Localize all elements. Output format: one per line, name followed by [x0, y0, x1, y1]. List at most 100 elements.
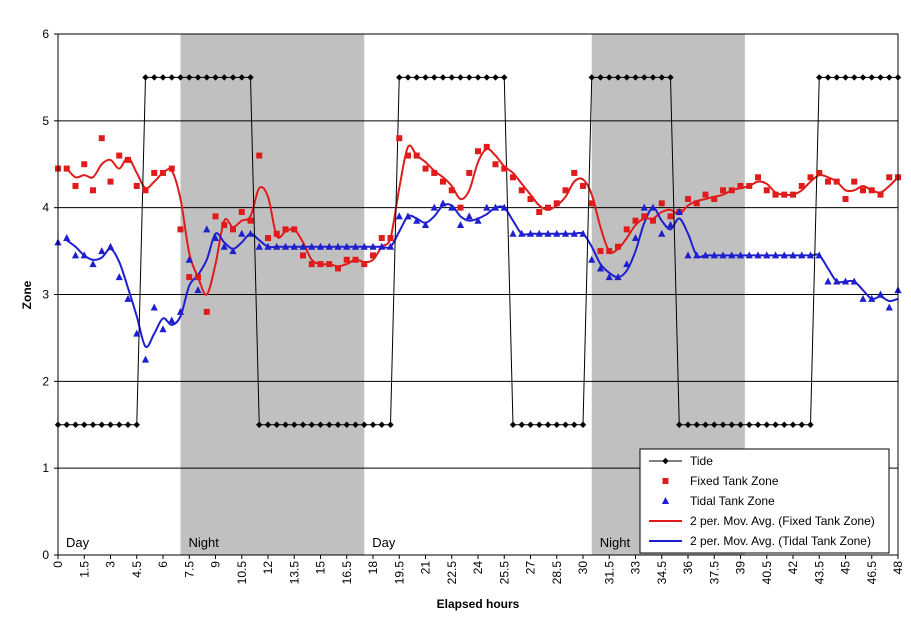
- tide-point: [676, 421, 683, 428]
- tidal-tank-point: [561, 229, 570, 237]
- tidal-tank-point: [133, 329, 141, 337]
- tide-point: [518, 421, 525, 428]
- tide-point: [833, 74, 840, 81]
- tidal-tank-point: [859, 294, 867, 302]
- tidal-tank-point: [868, 294, 876, 302]
- tide-point: [291, 421, 298, 428]
- tide-point: [737, 421, 744, 428]
- tidal-tank-point: [421, 221, 430, 229]
- tide-point: [396, 74, 403, 81]
- fixed-tank-point: [720, 187, 726, 194]
- tide-point: [807, 421, 814, 428]
- fixed-tank-point: [868, 187, 875, 194]
- tide-point: [282, 421, 289, 428]
- tidal-tank-point: [413, 216, 421, 224]
- band-labels: Day Night Day Night: [66, 535, 630, 550]
- tide-point: [264, 421, 272, 428]
- tidal-tank-point: [281, 242, 290, 250]
- x-tick-label: 24: [471, 561, 485, 575]
- fixed-tank-point: [851, 178, 858, 185]
- fixed-tank-point: [326, 261, 333, 268]
- tidal-tank-point: [876, 290, 885, 298]
- fixed-tank-point: [151, 169, 158, 176]
- fixed-tank-point: [221, 222, 228, 229]
- fixed-tank-point: [623, 226, 630, 233]
- fixed-tank-point: [877, 191, 884, 198]
- tidal-tank-point: [833, 277, 841, 285]
- fixed-tank-point: [63, 165, 70, 172]
- x-tick-label: 42: [786, 561, 800, 575]
- fixed-tank-point: [790, 191, 796, 198]
- tide-point: [868, 74, 875, 81]
- tide-point: [151, 74, 158, 81]
- fixed-tank-point: [265, 235, 271, 242]
- tidal-tank-point: [378, 242, 386, 250]
- fixed-tank-point: [300, 252, 306, 259]
- fixed-tank-point: [81, 161, 88, 168]
- fixed-tank-point: [413, 152, 420, 159]
- fixed-tank-point: [711, 195, 718, 202]
- tide-point: [142, 74, 149, 81]
- fixed-tank-point: [798, 182, 805, 189]
- tidal-tank-point: [675, 208, 683, 216]
- tidal-tank-point: [684, 251, 692, 259]
- tide-point: [693, 421, 700, 428]
- tide-point: [711, 421, 718, 428]
- tidal-tank-point: [150, 303, 158, 311]
- tidal-tank-point: [824, 277, 832, 285]
- x-tick-label: 33: [629, 561, 643, 575]
- tidal-tank-point: [719, 251, 727, 259]
- y-tick-label: 5: [42, 114, 49, 128]
- fixed-tank-point: [492, 161, 499, 168]
- moving-average-line: [66, 144, 899, 296]
- legend-label: 2 per. Mov. Avg. (Tidal Tank Zone): [690, 534, 871, 548]
- fixed-tank-point: [807, 174, 814, 181]
- tidal-tank-point: [299, 242, 307, 250]
- fixed-tank-point: [693, 200, 700, 207]
- fixed-tank-point: [361, 261, 368, 268]
- tidal-tank-point: [343, 242, 351, 250]
- tide-point: [763, 421, 770, 428]
- tide-point: [238, 74, 245, 81]
- tidal-tank-point: [885, 303, 893, 311]
- tidal-tank-point: [509, 229, 517, 237]
- tidal-tank-point: [229, 247, 237, 255]
- tide-point: [789, 421, 797, 428]
- tide-point: [746, 421, 753, 428]
- fixed-tank-point: [580, 182, 586, 189]
- tide-point: [824, 74, 832, 81]
- tidal-tank-point: [176, 307, 185, 315]
- tide-point: [684, 421, 692, 428]
- tidal-tank-point: [728, 251, 736, 259]
- x-tick-label: 48: [891, 561, 905, 575]
- fixed-tank-point: [440, 178, 446, 185]
- tide-point: [614, 74, 622, 81]
- fixed-tank-point: [702, 191, 709, 198]
- tidal-tank-point: [395, 212, 403, 220]
- tidal-tank-point: [456, 221, 465, 229]
- legend-swatch-marker: [662, 457, 669, 465]
- fixed-tank-point: [335, 265, 341, 272]
- tide-point: [658, 74, 665, 81]
- tidal-tank-point: [238, 229, 246, 237]
- fixed-tank-point: [483, 143, 490, 150]
- x-tick-label: 30: [576, 561, 590, 575]
- tidal-tank-point: [203, 225, 211, 233]
- tidal-tank-point: [841, 277, 850, 285]
- tide-point: [361, 421, 368, 428]
- y-tick-label: 2: [42, 374, 49, 388]
- fixed-tank-point: [545, 204, 551, 211]
- tide-point: [116, 421, 123, 428]
- tidal-tank-point: [168, 316, 176, 324]
- fixed-tank-point: [527, 195, 534, 202]
- tidal-tank-point: [491, 203, 500, 211]
- x-tick-label: 28.5: [550, 561, 564, 585]
- fixed-tank-point: [387, 235, 394, 242]
- tidal-tank-point: [518, 229, 526, 237]
- tide-point: [247, 74, 254, 81]
- tidal-tank-point: [798, 251, 806, 259]
- fixed-tank-point: [641, 213, 648, 220]
- tidal-tank-point: [115, 273, 123, 281]
- tidal-tank-point: [754, 251, 762, 259]
